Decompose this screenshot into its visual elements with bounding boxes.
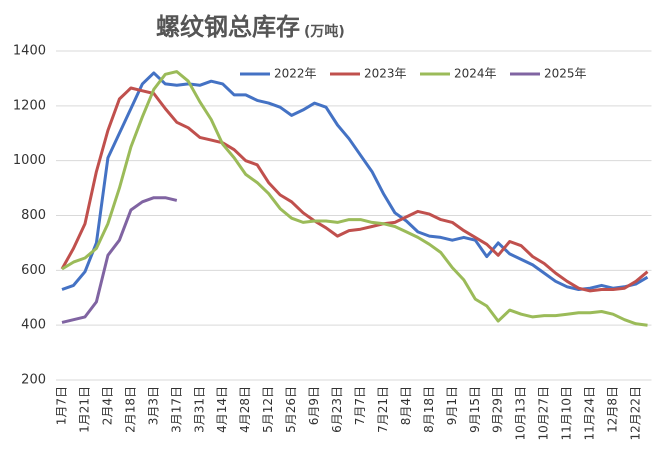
x-tick-label: 7月7日	[353, 386, 367, 425]
x-tick-label: 9月15日	[468, 386, 482, 433]
x-tick-label: 2月4日	[100, 386, 114, 425]
chart-title: 螺纹钢总库存	[156, 13, 300, 41]
x-tick-label: 3月31日	[192, 386, 206, 433]
x-tick-label: 1月7日	[55, 386, 69, 425]
x-tick-label: 3月3日	[146, 386, 160, 425]
legend-label: 2022年	[274, 67, 317, 81]
x-tick-label: 3月17日	[169, 386, 183, 433]
x-tick-label: 6月9日	[307, 386, 321, 425]
x-tick-label: 4月14日	[215, 386, 229, 433]
line-series	[60, 86, 649, 293]
legend-label: 2024年	[454, 67, 497, 81]
y-tick-label: 1200	[13, 98, 46, 113]
line-series	[61, 70, 648, 327]
x-tick-label: 1月21日	[77, 386, 91, 433]
y-tick-label: 1000	[13, 153, 46, 168]
x-tick-label: 12月22日	[629, 386, 643, 441]
x-tick-label: 12月8日	[606, 386, 620, 433]
y-tick-label: 400	[21, 318, 46, 333]
y-tick-label: 1400	[13, 44, 46, 59]
x-tick-label: 5月26日	[284, 386, 298, 433]
unit-label: (万吨)	[304, 23, 345, 40]
x-tick-label: 8月4日	[399, 386, 413, 425]
x-tick-label: 4月28日	[238, 386, 252, 433]
x-tick-label: 9月29日	[491, 386, 505, 433]
legend-label: 2025年	[544, 67, 587, 81]
line-series	[61, 196, 178, 324]
y-tick-label: 200	[21, 373, 46, 388]
x-tick-label: 7月21日	[376, 386, 390, 433]
x-tick-label: 11月24日	[583, 386, 597, 441]
x-tick-label: 11月10日	[560, 386, 574, 441]
x-tick-label: 6月23日	[330, 386, 344, 433]
x-tick-label: 2月18日	[123, 386, 137, 433]
x-tick-label: 9月1日	[445, 386, 459, 425]
y-tick-label: 800	[21, 208, 46, 223]
x-tick-label: 5月12日	[261, 386, 275, 433]
x-tick-label: 10月27日	[537, 386, 551, 441]
x-tick-label: 10月13日	[514, 386, 528, 441]
y-tick-label: 600	[21, 263, 46, 278]
line-series	[61, 71, 649, 291]
x-tick-label: 8月18日	[422, 386, 436, 433]
legend-label: 2023年	[364, 67, 407, 81]
